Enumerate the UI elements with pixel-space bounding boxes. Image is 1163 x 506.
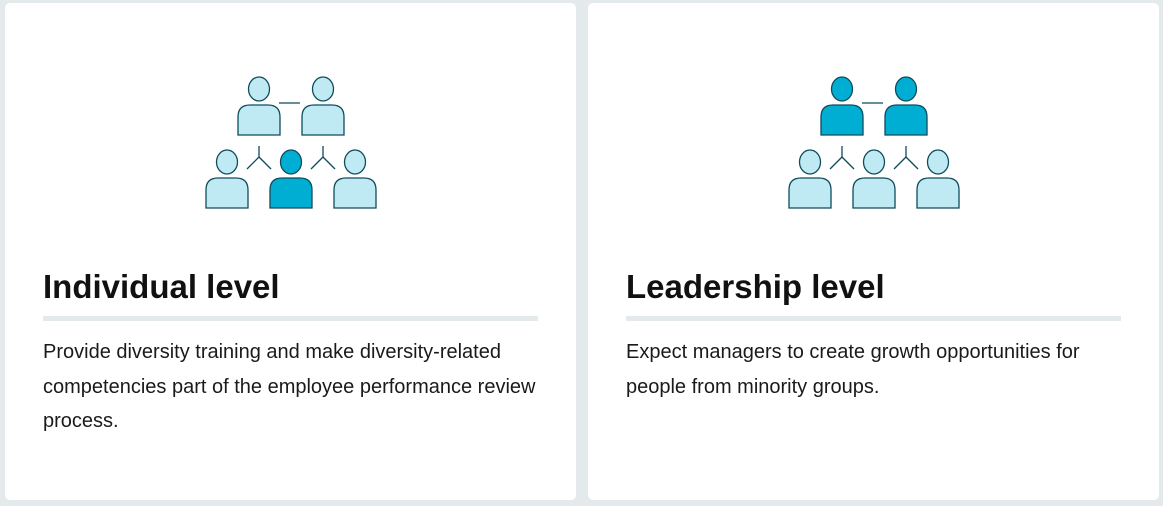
divider — [43, 316, 538, 321]
org-chart-individual-icon — [203, 71, 379, 211]
individual-level-card: Individual level Provide diversity train… — [5, 3, 576, 500]
card-title: Individual level — [43, 268, 280, 305]
card-title: Leadership level — [626, 268, 885, 305]
org-chart-leadership-icon — [786, 71, 962, 211]
divider — [626, 316, 1121, 321]
card-description: Expect managers to create growth opportu… — [626, 341, 1080, 398]
card-description: Provide diversity training and make dive… — [43, 341, 536, 432]
leadership-level-card: Leadership level Expect managers to crea… — [588, 3, 1159, 500]
